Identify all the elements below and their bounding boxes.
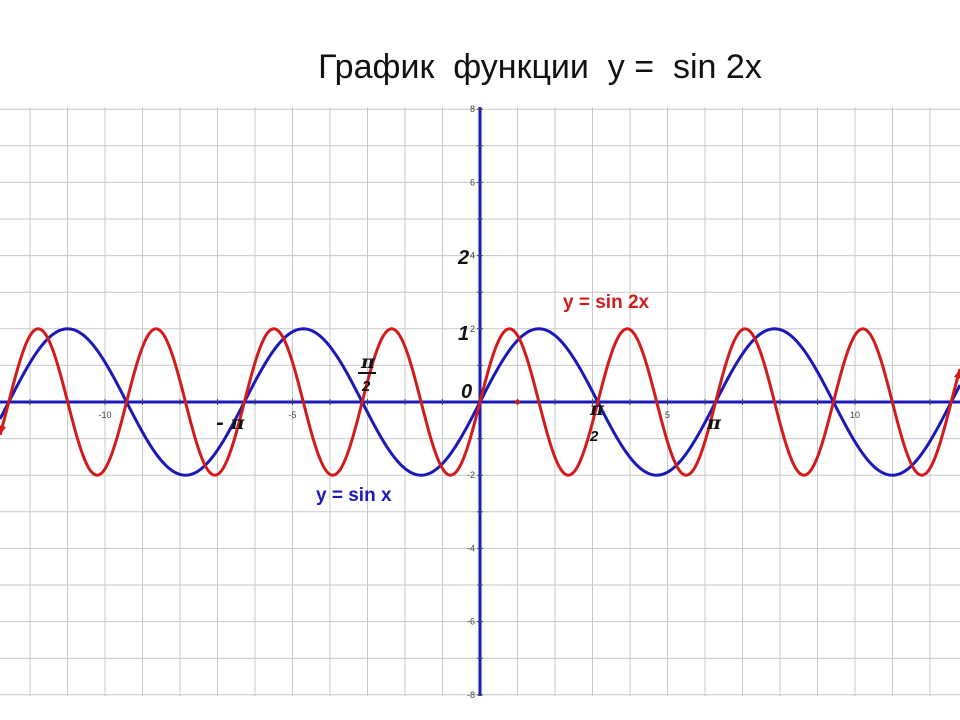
y-tick-label: -8	[467, 690, 475, 700]
series-arrow-sin2x-right	[953, 369, 960, 379]
series-label-sinx: y = sin x	[316, 485, 392, 506]
annotation-neg-pi-half-denominator: 2	[361, 378, 371, 395]
curves	[0, 327, 960, 477]
annotation-y-one: 1	[458, 323, 469, 345]
x-tick-label: 5	[665, 410, 670, 420]
y-tick-label: -2	[467, 470, 475, 480]
y-tick-label: 8	[470, 104, 475, 114]
x-tick-label: -10	[98, 410, 111, 420]
annotation-pi-half-numerator: π	[589, 398, 605, 420]
series-label-sin2x: y = sin 2x	[563, 292, 650, 313]
marker-point	[515, 399, 520, 405]
chart-title: График функции у = sin 2x	[318, 48, 762, 86]
annotation-y-two: 2	[457, 247, 469, 269]
y-tick-label: -6	[467, 617, 475, 627]
y-tick-label: 2	[470, 324, 475, 334]
x-tick-label: -5	[288, 410, 296, 420]
y-tick-label: 4	[470, 251, 475, 261]
annotation-neg-pi-half-numerator: π	[360, 351, 376, 373]
annotation-pi: π	[706, 412, 722, 434]
y-tick-label: 6	[470, 177, 475, 187]
annotation-neg-pi: - π	[216, 412, 246, 434]
annotation-pi-half-denominator: 2	[589, 428, 599, 445]
series-line-sin2x	[0, 327, 960, 477]
series-arrow-sin2x-left	[0, 425, 7, 435]
x-tick-label: 10	[850, 410, 860, 420]
y-tick-label: -4	[467, 543, 475, 553]
annotation-origin: 0	[461, 381, 472, 403]
